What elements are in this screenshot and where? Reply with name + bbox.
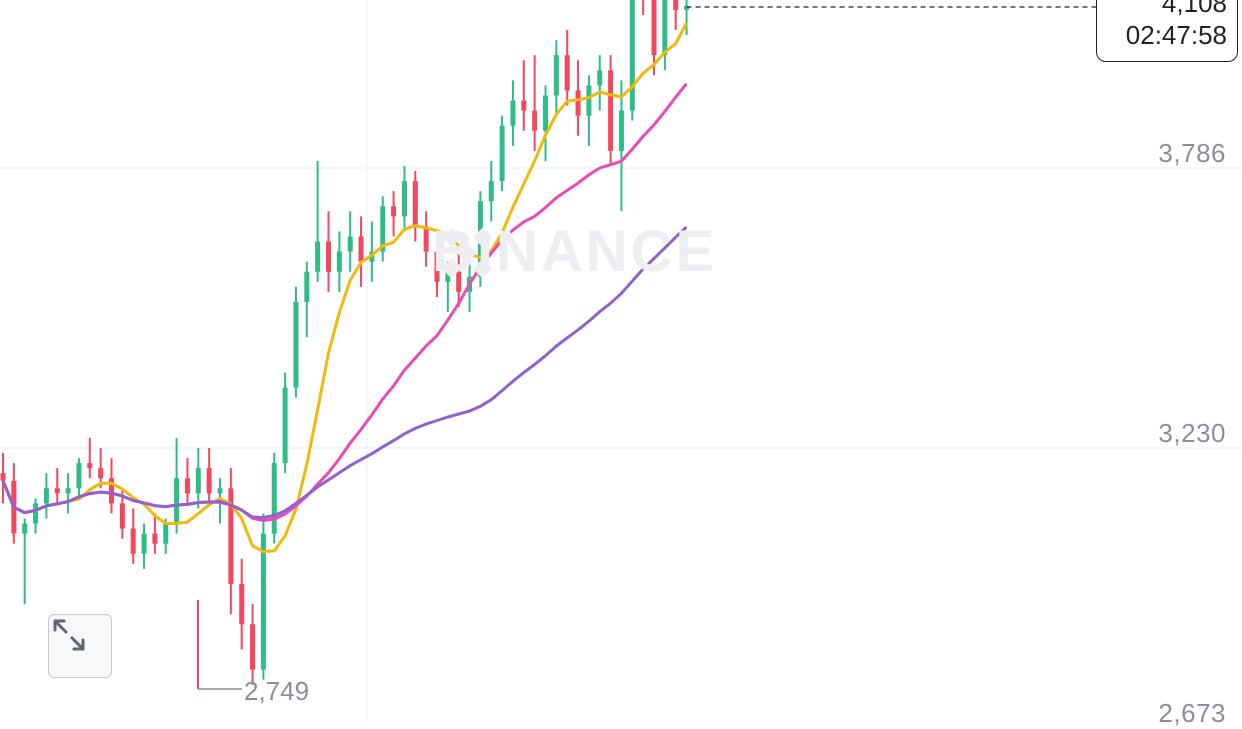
candle-body <box>380 206 386 252</box>
y-tick-label: 2,673 <box>1158 698 1226 728</box>
candle-body <box>315 241 321 272</box>
candle-body <box>423 226 429 252</box>
candle-body <box>510 100 516 126</box>
candle-body <box>662 0 668 56</box>
candle-countdown: 02:47:58 <box>1125 20 1227 50</box>
ma-slow-line <box>1 225 688 520</box>
candle-body <box>174 478 180 524</box>
candle-body <box>673 0 679 10</box>
candle-body <box>304 271 310 302</box>
expand-arrows-icon <box>53 619 85 651</box>
candle-body <box>282 387 288 464</box>
candle-body <box>564 55 570 91</box>
candle-body <box>347 236 353 252</box>
candle-body <box>195 468 201 494</box>
candle-body <box>152 533 158 544</box>
candle-body <box>456 271 462 292</box>
candle-body <box>293 301 299 388</box>
candle-body <box>76 463 82 489</box>
candle-body <box>521 100 527 111</box>
candle-body <box>651 0 657 56</box>
candle-body <box>184 478 190 494</box>
candle-body <box>488 181 494 202</box>
candle-body <box>119 503 125 529</box>
candle-body <box>684 5 690 10</box>
y-tick-label: 3,230 <box>1158 418 1226 448</box>
candle-body <box>87 463 93 469</box>
low-price-label: 2,749 <box>244 676 310 706</box>
candle-body <box>401 181 407 217</box>
candle-body <box>141 533 147 554</box>
candle-body <box>239 583 245 625</box>
fullscreen-button[interactable] <box>48 614 112 678</box>
watermark: BINANCE <box>432 218 717 285</box>
candle-body <box>445 271 451 282</box>
candle-body <box>98 468 104 479</box>
candle-body <box>109 478 114 504</box>
ma-mid-line <box>1 82 688 522</box>
candle-body <box>391 206 397 217</box>
candle-body <box>22 523 28 534</box>
candle-body <box>54 488 60 494</box>
binance-logo-icon <box>441 227 493 279</box>
candle-body <box>358 236 364 262</box>
candle-body <box>130 528 136 554</box>
candle-body <box>326 241 331 272</box>
candle-body <box>575 90 581 116</box>
candle-body <box>608 70 614 151</box>
candle-body <box>43 488 49 504</box>
candle-body <box>163 523 169 544</box>
candle-body <box>336 251 342 272</box>
current-price-tag: 4,108 02:47:58 <box>1096 0 1238 62</box>
candle-body <box>217 488 223 494</box>
candle-body <box>250 624 256 670</box>
candle-body <box>597 70 603 86</box>
candle-body <box>260 533 266 670</box>
candle-body <box>543 95 548 131</box>
candle-body <box>0 473 6 481</box>
candle-body <box>499 125 505 182</box>
candle-body <box>618 110 624 151</box>
candle-body <box>532 110 538 131</box>
ma-fast-line <box>1 22 688 554</box>
current-price: 4,108 <box>1161 0 1227 18</box>
candle-body <box>586 85 592 116</box>
candle-body <box>206 468 212 494</box>
candle-body <box>412 181 418 227</box>
candle-body <box>65 488 71 494</box>
candle-body <box>629 0 635 111</box>
candle-body <box>271 463 277 534</box>
candle-body <box>434 251 440 282</box>
candle-body <box>33 503 39 524</box>
candle-body <box>228 488 234 584</box>
candle-body <box>553 55 559 96</box>
y-tick-label: 3,786 <box>1158 138 1226 168</box>
